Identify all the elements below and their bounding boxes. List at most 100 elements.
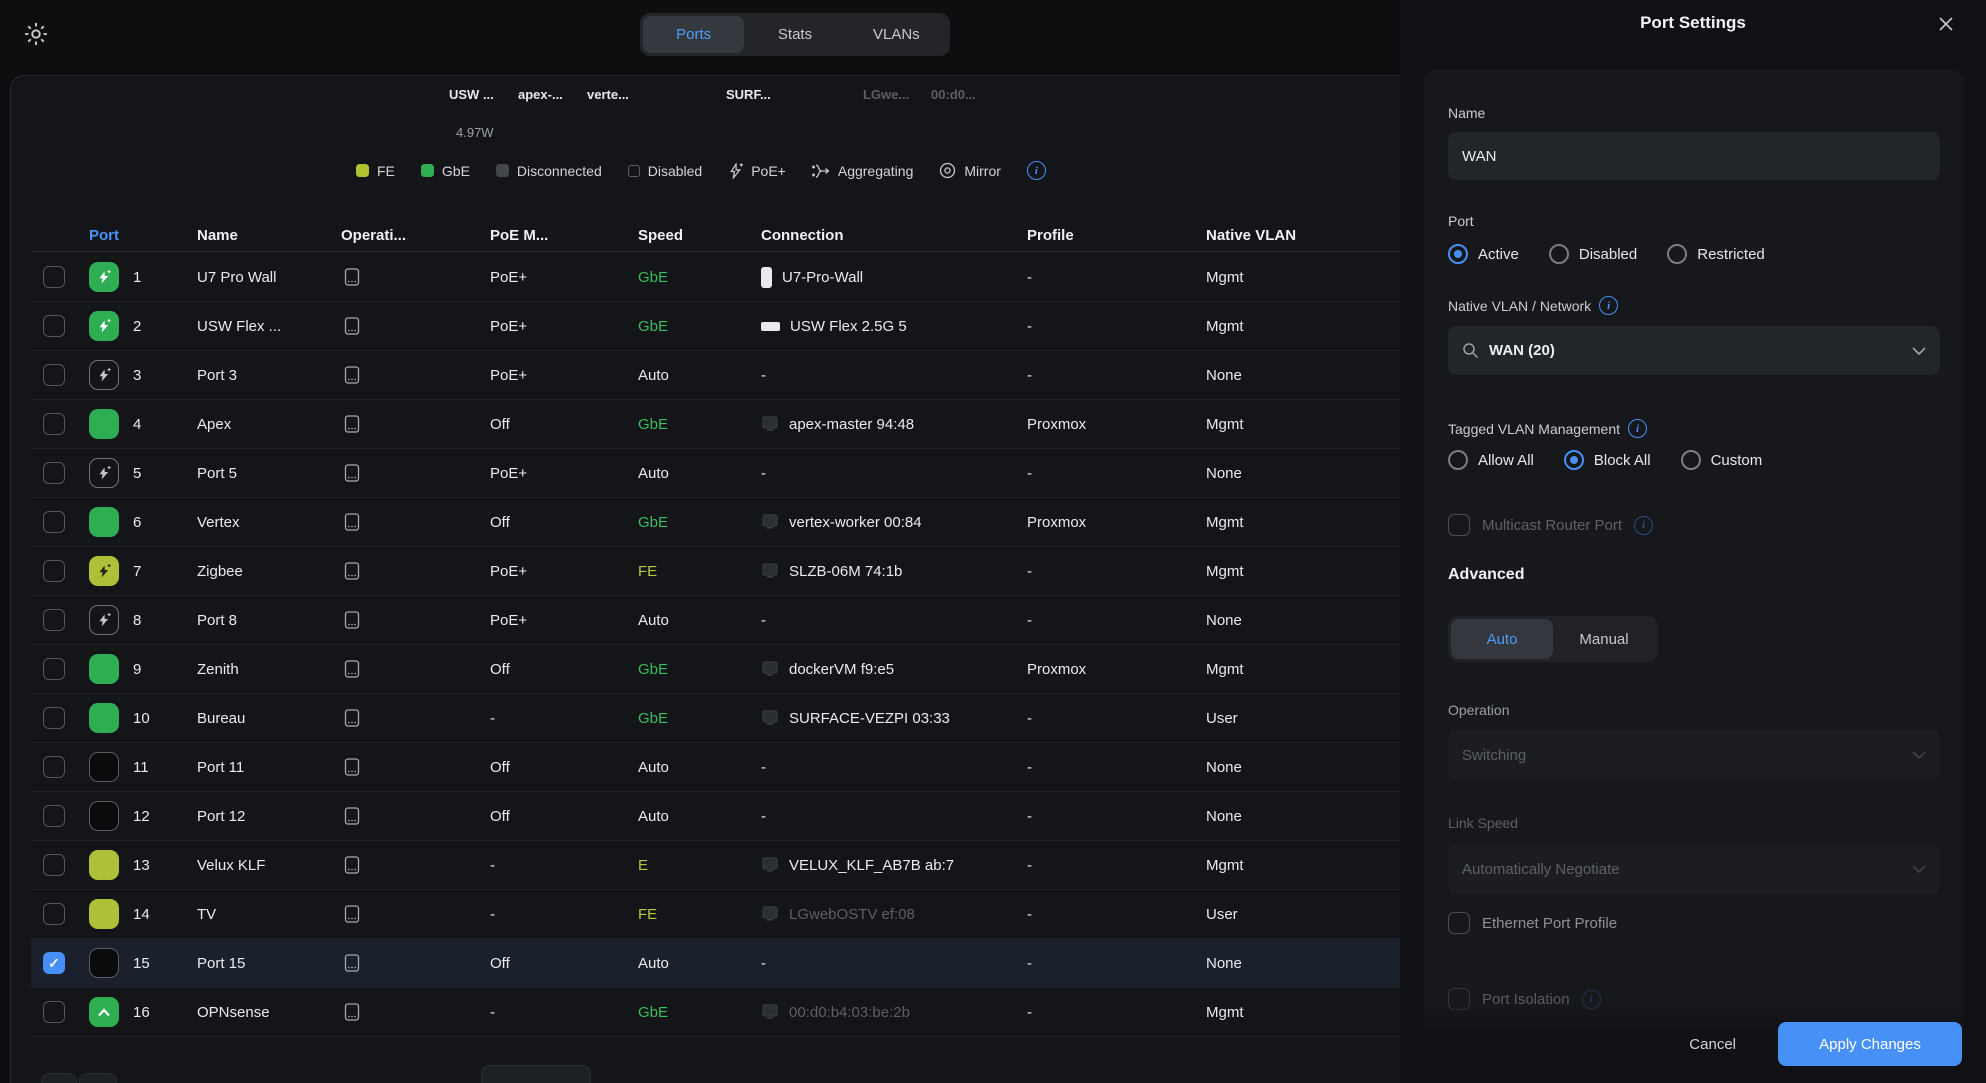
table-row[interactable]: 1 U7 Pro Wall PoE+ GbE U7-Pro-Wall - Mgm…: [31, 253, 1403, 302]
row-checkbox[interactable]: [43, 707, 65, 729]
radio-active[interactable]: Active: [1448, 244, 1519, 264]
row-checkbox[interactable]: [43, 658, 65, 680]
mode-auto-button[interactable]: Auto: [1451, 619, 1553, 659]
row-checkbox[interactable]: [43, 560, 65, 582]
mirror-icon: [939, 162, 956, 179]
checkbox-icon: [1448, 912, 1470, 934]
column-header-port[interactable]: Port: [89, 227, 197, 244]
row-select-cell: [31, 462, 89, 484]
port-profile: -: [1027, 710, 1206, 727]
multicast-router-port-checkbox-row[interactable]: Multicast Router Port i: [1448, 514, 1653, 536]
settings-gear-icon[interactable]: [20, 18, 52, 50]
close-icon[interactable]: [1934, 12, 1958, 36]
row-checkbox[interactable]: [43, 315, 65, 337]
row-checkbox[interactable]: [43, 854, 65, 876]
connection-name: -: [761, 808, 766, 825]
native-vlan-select[interactable]: WAN (20): [1448, 326, 1940, 375]
radio-allow-all[interactable]: Allow All: [1448, 450, 1534, 470]
table-row[interactable]: 5 Port 5 PoE+ Auto - - None: [31, 449, 1403, 498]
native-vlan: Mgmt: [1206, 661, 1403, 678]
connection-name: dockerVM f9:e5: [789, 661, 894, 678]
tab-vlans[interactable]: VLANs: [846, 16, 947, 53]
connection-cell: -: [761, 367, 1027, 384]
column-header-connection[interactable]: Connection: [761, 227, 1027, 244]
row-checkbox[interactable]: [43, 903, 65, 925]
row-checkbox[interactable]: [43, 1001, 65, 1023]
native-vlan-info-icon[interactable]: i: [1599, 296, 1618, 315]
table-row[interactable]: 2 USW Flex ... PoE+ GbE USW Flex 2.5G 5 …: [31, 302, 1403, 351]
tagged-vlan-info-icon[interactable]: i: [1628, 419, 1647, 438]
row-checkbox[interactable]: [43, 462, 65, 484]
radio-block-all[interactable]: Block All: [1564, 450, 1651, 470]
pagination-fragment[interactable]: [41, 1073, 77, 1083]
port-status-icon: [89, 752, 119, 782]
checkbox-label: Multicast Router Port: [1482, 517, 1622, 534]
device-icon: [341, 952, 363, 974]
multicast-info-icon[interactable]: i: [1634, 516, 1653, 535]
name-input[interactable]: [1448, 132, 1940, 180]
radio-restricted[interactable]: Restricted: [1667, 244, 1765, 264]
column-header-speed[interactable]: Speed: [638, 227, 761, 244]
table-row[interactable]: 11 Port 11 Off Auto - - None: [31, 743, 1403, 792]
table-row[interactable]: 6 Vertex Off GbE vertex-worker 00:84 Pro…: [31, 498, 1403, 547]
port-number: 7: [133, 563, 197, 580]
link-speed-dropdown[interactable]: Automatically Negotiate: [1448, 844, 1940, 894]
pagination-fragment[interactable]: [79, 1073, 117, 1083]
operation-cell: [341, 658, 490, 680]
radio-custom[interactable]: Custom: [1681, 450, 1763, 470]
table-row[interactable]: 4 Apex Off GbE apex-master 94:48 Proxmox…: [31, 400, 1403, 449]
port-profile: -: [1027, 563, 1206, 580]
table-row[interactable]: 7 Zigbee PoE+ FE SLZB-06M 74:1b - Mgmt: [31, 547, 1403, 596]
row-select-cell: [31, 266, 89, 288]
column-header-name[interactable]: Name: [197, 227, 341, 244]
table-row[interactable]: 13 Velux KLF - E VELUX_KLF_AB7B ab:7 - M…: [31, 841, 1403, 890]
pagination-fragment[interactable]: [481, 1065, 591, 1083]
mode-manual-button[interactable]: Manual: [1553, 619, 1655, 659]
radio-icon: [1564, 450, 1584, 470]
legend-label: PoE+: [751, 163, 786, 179]
table-row[interactable]: 15 Port 15 Off Auto - - None: [31, 939, 1403, 988]
operation-dropdown[interactable]: Switching: [1448, 730, 1940, 780]
row-checkbox[interactable]: [43, 511, 65, 533]
advanced-mode-toggle: Auto Manual: [1448, 616, 1658, 662]
connection-cell: -: [761, 465, 1027, 482]
device-icon: [341, 609, 363, 631]
connected-device-icon: [761, 856, 779, 874]
column-header-operation[interactable]: Operati...: [341, 227, 490, 244]
table-row[interactable]: 10 Bureau - GbE SURFACE-VEZPI 03:33 - Us…: [31, 694, 1403, 743]
operation-cell: [341, 560, 490, 582]
row-checkbox[interactable]: [43, 609, 65, 631]
operation-cell: [341, 413, 490, 435]
port-number: 5: [133, 465, 197, 482]
name-label: Name: [1448, 105, 1485, 121]
row-checkbox[interactable]: [43, 266, 65, 288]
ethernet-port-profile-checkbox-row[interactable]: Ethernet Port Profile: [1448, 912, 1617, 934]
row-checkbox[interactable]: [43, 364, 65, 386]
apply-changes-button[interactable]: Apply Changes: [1778, 1022, 1962, 1066]
row-checkbox[interactable]: [43, 952, 65, 974]
table-row[interactable]: 16 OPNsense - GbE 00:d0:b4:03:be:2b - Mg…: [31, 988, 1403, 1037]
operation-label: Operation: [1448, 702, 1509, 718]
column-header-native-vlan[interactable]: Native VLAN: [1206, 227, 1403, 244]
port-name: Bureau: [197, 710, 341, 727]
row-checkbox[interactable]: [43, 805, 65, 827]
poe-mode: Off: [490, 955, 638, 972]
device-icon: [341, 805, 363, 827]
row-checkbox[interactable]: [43, 413, 65, 435]
radio-label: Disabled: [1579, 246, 1637, 263]
table-row[interactable]: 9 Zenith Off GbE dockerVM f9:e5 Proxmox …: [31, 645, 1403, 694]
tab-stats[interactable]: Stats: [744, 16, 845, 53]
tagged-vlan-label-row: Tagged VLAN Management i: [1448, 419, 1647, 438]
table-row[interactable]: 8 Port 8 PoE+ Auto - - None: [31, 596, 1403, 645]
cancel-button[interactable]: Cancel: [1689, 1036, 1736, 1053]
row-select-cell: [31, 315, 89, 337]
table-row[interactable]: 3 Port 3 PoE+ Auto - - None: [31, 351, 1403, 400]
table-row[interactable]: 12 Port 12 Off Auto - - None: [31, 792, 1403, 841]
radio-disabled[interactable]: Disabled: [1549, 244, 1637, 264]
table-row[interactable]: 14 TV - FE LGwebOSTV ef:08 - User: [31, 890, 1403, 939]
row-checkbox[interactable]: [43, 756, 65, 778]
column-header-profile[interactable]: Profile: [1027, 227, 1206, 244]
tab-ports[interactable]: Ports: [643, 16, 744, 53]
legend-info-icon[interactable]: i: [1027, 161, 1046, 180]
column-header-poe-mode[interactable]: PoE M...: [490, 227, 638, 244]
